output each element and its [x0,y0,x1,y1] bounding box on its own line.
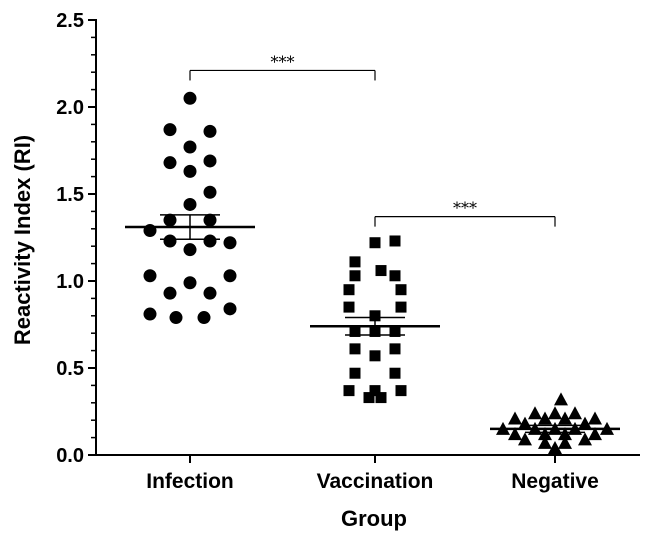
data-point-square [389,343,401,355]
significance-bracket: *** [189,52,376,81]
data-point-circle [223,302,237,316]
data-point-circle [163,213,177,227]
data-point-triangle [588,427,602,441]
data-point-square [375,265,387,277]
data-point-triangle [538,435,552,449]
x-tick-label: Vaccination [317,470,434,493]
x-tick-label: Negative [511,470,599,493]
data-point-circle [163,123,177,137]
data-point-triangle [578,432,592,446]
data-point-circle [169,311,183,325]
data-point-triangle [554,392,568,406]
chart-marks [125,91,620,455]
y-tick-label: 0.0 [56,445,84,467]
data-point-circle [143,307,157,321]
data-point-circle [163,234,177,248]
data-point-square [395,284,407,296]
y-tick-label: 2.0 [56,97,84,119]
data-point-triangle [528,406,542,420]
data-point-square [349,325,361,337]
data-point-square [389,325,401,337]
data-point-circle [163,156,177,170]
data-point-triangle [538,427,552,441]
data-point-square [369,350,381,362]
data-point-square [389,235,401,247]
data-point-square [349,367,361,379]
data-point-circle [183,91,197,105]
x-axis-title: Group [341,506,407,531]
data-point-circle [183,276,197,290]
data-point-square [389,270,401,282]
data-point-square [349,256,361,268]
significance-label: *** [453,199,477,218]
data-point-triangle [568,406,582,420]
data-point-circle [203,286,217,300]
data-point-circle [197,311,211,325]
data-point-circle [163,286,177,300]
data-point-square [395,301,407,313]
data-point-square [343,385,355,397]
y-axis: 0.0 0.5 1.0 1.5 2.0 2.5 [56,10,97,467]
y-tick-label: 2.5 [56,10,84,32]
data-point-square [363,392,375,404]
series-infection [125,91,255,325]
data-point-triangle [518,432,532,446]
x-axis: Infection Vaccination Negative [95,454,640,493]
y-tick-label: 1.5 [56,184,84,206]
x-tick-label: Infection [146,470,234,493]
significance-brackets: *** *** [189,52,556,227]
significance-label: *** [271,52,295,71]
data-point-triangle [508,411,522,425]
data-point-triangle [548,406,562,420]
data-point-circle [203,185,217,199]
series-negative [490,392,620,455]
data-point-square [343,301,355,313]
data-point-circle [143,269,157,283]
y-axis-title: Reactivity Index (RI) [10,135,35,345]
data-point-circle [183,164,197,178]
data-point-triangle [558,435,572,449]
data-point-circle [203,213,217,227]
data-point-circle [183,140,197,154]
data-point-square [395,385,407,397]
data-point-triangle [518,416,532,430]
data-point-circle [203,154,217,168]
data-point-triangle [588,411,602,425]
series-vaccination [310,235,440,404]
data-point-triangle [508,427,522,441]
y-tick-label: 0.5 [56,358,84,380]
y-tick-label: 1.0 [56,271,84,293]
data-point-square [349,270,361,282]
significance-bracket: *** [374,199,556,227]
data-point-square [389,367,401,379]
data-point-circle [223,269,237,283]
data-point-square [343,284,355,296]
data-point-square [369,385,381,397]
data-point-circle [223,236,237,250]
data-point-triangle [538,411,552,425]
data-point-circle [183,197,197,211]
data-point-triangle [578,416,592,430]
data-point-triangle [548,441,562,455]
data-point-circle [183,243,197,257]
data-point-square [375,392,387,404]
data-point-circle [203,124,217,138]
data-point-square [369,237,381,249]
data-point-triangle [558,411,572,425]
data-point-triangle [558,427,572,441]
data-point-square [369,310,381,322]
data-point-circle [203,234,217,248]
data-point-square [349,343,361,355]
